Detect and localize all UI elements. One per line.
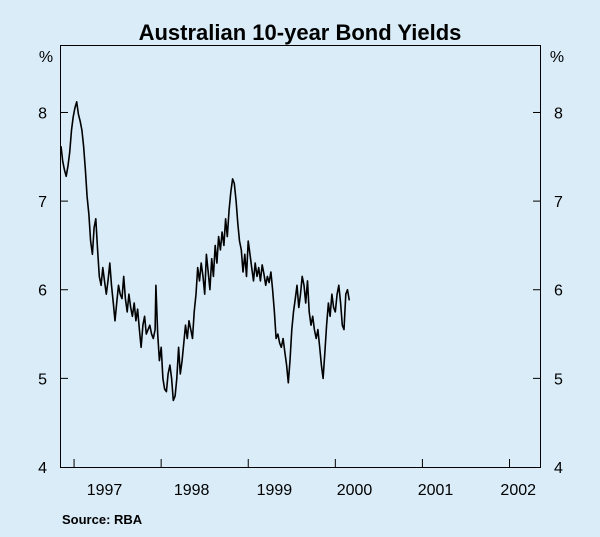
x-axis: 1997 1998 1999 2000 2001 2002 [73,459,536,499]
y-tick-label-left: 6 [38,283,47,300]
x-tick-label: 1997 [87,482,123,499]
y-tick-label-left: 5 [38,371,47,388]
right-axis-unit: % [550,49,564,66]
x-tick-label: 2001 [418,482,454,499]
y-tick-label-right: 5 [554,371,563,388]
plot-frame [60,45,541,468]
x-tick-label: 1998 [174,482,210,499]
y-tick-label-right: 6 [554,283,563,300]
y-tick-label-left: 8 [38,105,47,122]
y-tick-label-left: 7 [38,194,47,211]
left-axis-unit: % [39,49,53,66]
series-line [60,101,351,402]
right-y-axis: 4 5 6 7 8 [533,105,563,477]
x-tick-label: 2002 [500,482,536,499]
y-tick-label-right: 4 [554,460,563,477]
y-tick-label-left: 4 [38,460,47,477]
source-note: Source: RBA [62,512,143,527]
left-y-axis: 4 5 6 7 8 [38,105,68,477]
y-tick-label-right: 7 [554,194,563,211]
x-tick-label: 2000 [337,482,373,499]
chart-title: Australian 10-year Bond Yields [139,20,462,45]
x-tick-label: 1999 [257,482,293,499]
y-tick-label-right: 8 [554,105,563,122]
